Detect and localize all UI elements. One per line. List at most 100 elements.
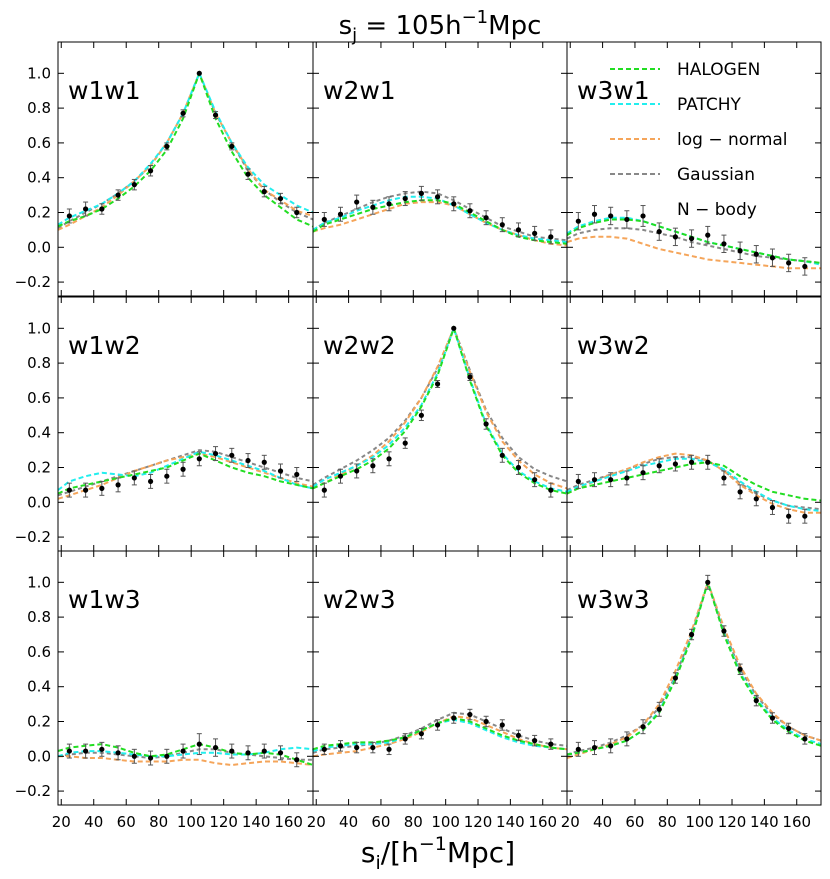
x-tick-label: 80 bbox=[149, 813, 168, 831]
nbody-point bbox=[294, 757, 300, 763]
nbody-point bbox=[624, 475, 630, 481]
nbody-point bbox=[229, 748, 235, 754]
panel-w3w2: w3w2 bbox=[566, 296, 822, 552]
y-tick-label: 0.6 bbox=[27, 643, 51, 661]
nbody-point bbox=[802, 263, 808, 270]
nbody-point bbox=[212, 744, 219, 751]
y-tick-label: 0.8 bbox=[27, 354, 51, 372]
nbody-point bbox=[515, 464, 522, 471]
nbody-point bbox=[532, 738, 538, 744]
nbody-point bbox=[688, 631, 695, 638]
x-tick-label: 140 bbox=[242, 813, 271, 831]
y-tick-label: 0.2 bbox=[27, 203, 51, 221]
nbody-point bbox=[721, 628, 727, 634]
nbody-point bbox=[451, 325, 457, 331]
nbody-point bbox=[370, 204, 376, 210]
nbody-point bbox=[131, 182, 137, 188]
panel-content bbox=[313, 325, 567, 498]
nbody-point bbox=[99, 746, 105, 752]
y-tick-label: 1.0 bbox=[27, 64, 51, 82]
series-patchy-line bbox=[313, 325, 567, 493]
nbody-point bbox=[321, 746, 327, 752]
xlabel-mid: /[h bbox=[381, 836, 419, 869]
x-tick-label: 140 bbox=[750, 813, 779, 831]
nbody-point bbox=[402, 195, 408, 202]
y-tick-label: 0.0 bbox=[27, 493, 51, 511]
panel-content bbox=[567, 205, 821, 276]
nbody-point bbox=[354, 199, 360, 205]
nbody-point bbox=[769, 504, 776, 511]
nbody-point bbox=[624, 736, 630, 742]
nbody-point bbox=[294, 471, 300, 478]
nbody-point bbox=[575, 478, 581, 485]
y-tick-label: −0.2 bbox=[15, 528, 51, 546]
panel-grid: −0.2 0.0 0.2 0.4 0.6 0.8 1.0 w1w1 w2w1 w3w1 −0.2 0.… bbox=[15, 41, 822, 831]
nbody-point bbox=[418, 731, 424, 737]
nbody-point bbox=[115, 482, 121, 488]
nbody-point bbox=[83, 487, 89, 493]
nbody-point bbox=[180, 110, 186, 116]
panel-label-w3w1: w3w1 bbox=[577, 76, 650, 105]
x-tick-label: 60 bbox=[625, 813, 644, 831]
series-log-normal-line bbox=[58, 70, 313, 231]
y-tick-label: 0.6 bbox=[27, 389, 51, 407]
nbody-point bbox=[294, 209, 300, 216]
nbody-point bbox=[753, 496, 759, 502]
panel-w3w1: w3w1 bbox=[566, 41, 822, 297]
series-halogen-line bbox=[58, 70, 313, 228]
nbody-point bbox=[705, 232, 711, 238]
nbody-point bbox=[337, 211, 344, 217]
series-log-normal-line bbox=[567, 235, 821, 270]
y-tick-label: 0.6 bbox=[27, 134, 51, 152]
xlabel-symbol: s bbox=[361, 836, 376, 869]
nbody-point bbox=[434, 722, 441, 728]
nbody-point bbox=[386, 201, 392, 207]
nbody-point bbox=[196, 456, 202, 462]
panel-w2w2: w2w2 bbox=[312, 296, 568, 552]
nbody-point bbox=[737, 248, 743, 254]
nbody-point bbox=[656, 229, 662, 235]
panel-frame bbox=[566, 550, 822, 806]
nbody-point bbox=[548, 487, 554, 493]
nbody-point bbox=[434, 381, 441, 387]
nbody-point bbox=[83, 206, 89, 212]
y-tick-label: 1.0 bbox=[27, 319, 51, 337]
nbody-point bbox=[769, 715, 776, 721]
nbody-point bbox=[261, 748, 267, 754]
nbody-point bbox=[147, 478, 154, 485]
panel-label-w2w3: w2w3 bbox=[323, 585, 396, 614]
series-halogen-line bbox=[58, 452, 313, 495]
x-tick-label: 160 bbox=[528, 813, 557, 831]
nbody-point bbox=[277, 195, 284, 202]
panel-label-w2w1: w2w1 bbox=[323, 76, 396, 105]
x-tick-label: 80 bbox=[658, 813, 677, 831]
nbody-point bbox=[705, 459, 711, 465]
nbody-point bbox=[548, 234, 554, 240]
nbody-point bbox=[672, 675, 678, 681]
nbody-point bbox=[451, 715, 457, 721]
panel-content bbox=[313, 708, 567, 758]
nbody-point bbox=[575, 218, 581, 224]
nbody-point bbox=[277, 750, 284, 756]
series-gaussian-line bbox=[313, 190, 567, 242]
series-log-normal-line bbox=[58, 452, 313, 500]
x-tick-label: 100 bbox=[685, 813, 714, 831]
series-log-normal-line bbox=[567, 579, 821, 759]
panel-label-w1w3: w1w3 bbox=[68, 585, 141, 614]
x-tick-label: 60 bbox=[371, 813, 390, 831]
nbody-point bbox=[164, 473, 170, 479]
y-tick-label: 0.4 bbox=[27, 169, 51, 187]
nbody-point bbox=[212, 450, 219, 457]
nbody-point bbox=[354, 744, 360, 751]
nbody-point bbox=[515, 227, 522, 233]
nbody-point bbox=[499, 452, 505, 458]
nbody-point bbox=[434, 194, 441, 200]
panel-label-w3w3: w3w3 bbox=[577, 585, 650, 614]
nbody-point bbox=[688, 235, 695, 242]
x-tick-label: 20 bbox=[52, 813, 71, 831]
legend-label: HALOGEN bbox=[677, 60, 760, 80]
title-superscript: −1 bbox=[462, 7, 489, 28]
nbody-point bbox=[196, 741, 202, 747]
nbody-point bbox=[180, 748, 186, 754]
